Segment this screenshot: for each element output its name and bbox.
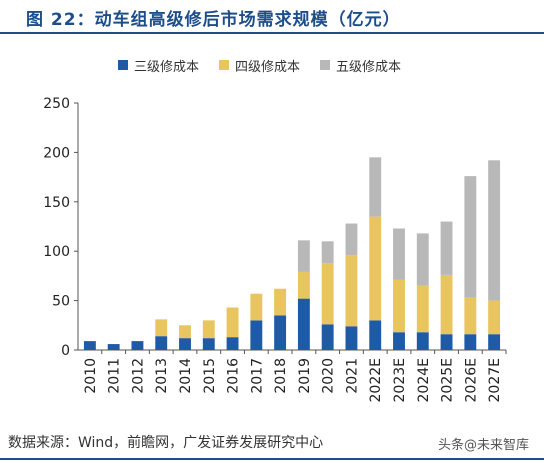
legend-label-series-0: 三级修成本 — [134, 59, 200, 75]
x-tick-label: 2024E — [416, 358, 432, 402]
watermark-text: 头条@未来智库 — [438, 438, 530, 453]
bar-segment-series-0 — [321, 324, 334, 350]
bar-segment-series-1 — [202, 320, 215, 339]
bar-segment-series-2 — [321, 241, 334, 264]
bar-segment-series-0 — [202, 338, 215, 350]
legend-swatch-series-1 — [219, 60, 230, 70]
x-tick-label: 2011 — [107, 358, 123, 394]
x-tick-label: 2023E — [392, 358, 408, 402]
bar-segment-series-0 — [440, 334, 453, 350]
bar-segment-series-0 — [274, 315, 287, 350]
x-tick-label: 2012 — [130, 358, 146, 394]
bar-segment-series-2 — [488, 160, 501, 301]
bar-segment-series-2 — [369, 157, 382, 217]
y-tick-label: 200 — [43, 145, 70, 161]
x-tick-label: 2027E — [487, 358, 503, 402]
bar-segment-series-0 — [488, 334, 501, 350]
y-tick-label: 0 — [61, 343, 70, 359]
bar-segment-series-0 — [155, 336, 168, 350]
bar-segment-series-0 — [393, 332, 405, 350]
x-tick-label: 2010 — [83, 358, 99, 394]
bar-segment-series-1 — [274, 288, 287, 316]
bar-segment-series-1 — [416, 285, 429, 333]
bottom-rule — [0, 458, 544, 460]
chart-legend: 三级修成本 四级修成本 五级修成本 — [118, 56, 421, 75]
legend-label-series-1: 四级修成本 — [235, 59, 301, 75]
x-tick-label: 2017 — [249, 358, 265, 394]
bar-segment-series-0 — [131, 341, 144, 350]
bar-segment-series-1 — [345, 255, 358, 327]
bar-segment-series-1 — [440, 274, 453, 335]
x-tick-label: 2015 — [202, 358, 218, 394]
bar-segment-series-0 — [297, 298, 310, 350]
bar-segment-series-0 — [179, 338, 191, 350]
bar-segment-series-0 — [369, 320, 382, 350]
y-tick-label: 50 — [52, 294, 70, 310]
bar-segment-series-1 — [321, 263, 334, 325]
bar-segment-series-1 — [393, 279, 405, 333]
legend-swatch-series-2 — [320, 60, 331, 70]
bar-segment-series-2 — [416, 233, 429, 286]
legend-swatch-series-0 — [118, 60, 128, 70]
bar-segment-series-1 — [155, 319, 168, 337]
bar-segment-series-1 — [488, 300, 501, 335]
bar-segment-series-2 — [297, 240, 310, 272]
source-note: 数据来源：Wind，前瞻网，广发证券发展研究中心 — [8, 435, 324, 451]
bar-segment-series-2 — [440, 221, 453, 275]
bar-segment-series-0 — [107, 344, 120, 350]
bar-segment-series-1 — [297, 271, 310, 299]
bar-segment-series-2 — [345, 223, 358, 256]
x-tick-label: 2018 — [273, 358, 289, 394]
bar-segment-series-0 — [416, 332, 429, 350]
bar-segment-series-1 — [226, 307, 239, 338]
bar-segment-series-1 — [464, 297, 477, 335]
x-tick-label: 2020 — [321, 358, 337, 394]
bar-segment-series-0 — [83, 341, 96, 350]
title-bar: 图 22：动车组高级修后市场需求规模（亿元） — [0, 0, 544, 34]
bar-segment-series-0 — [345, 326, 358, 350]
legend-label-series-2: 五级修成本 — [336, 59, 402, 75]
y-tick-label: 150 — [43, 195, 70, 211]
bar-segment-series-1 — [250, 293, 263, 321]
bar-segment-series-0 — [226, 337, 239, 350]
x-tick-label: 2019 — [297, 358, 313, 394]
bar-segment-series-2 — [393, 228, 405, 280]
x-tick-label: 2025E — [440, 358, 456, 402]
y-tick-label: 100 — [43, 244, 70, 260]
legend-item-series-1: 四级修成本 — [219, 56, 300, 75]
bar-segment-series-2 — [464, 176, 477, 298]
bar-segment-series-1 — [179, 325, 191, 339]
x-tick-label: 2014 — [178, 358, 194, 394]
bar-segment-series-1 — [369, 216, 382, 321]
legend-item-series-2: 五级修成本 — [320, 56, 401, 75]
x-tick-label: 2016 — [226, 358, 242, 394]
chart-title: 图 22：动车组高级修后市场需求规模（亿元） — [26, 10, 401, 30]
y-tick-label: 250 — [43, 96, 70, 112]
bar-segment-series-0 — [464, 334, 477, 350]
x-tick-label: 2022E — [368, 358, 384, 402]
bar-segment-series-0 — [250, 320, 263, 350]
x-tick-label: 2026E — [463, 358, 479, 402]
watermark: 头条@未来智库 — [438, 434, 529, 453]
legend-item-series-0: 三级修成本 — [118, 56, 199, 75]
x-tick-label: 2013 — [154, 358, 170, 394]
x-tick-label: 2021 — [344, 358, 360, 394]
